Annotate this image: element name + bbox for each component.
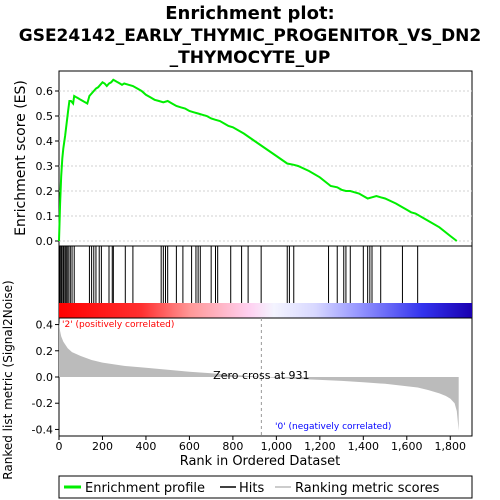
es-y-tick-label: 0.0 — [36, 235, 54, 248]
positive-correlation-label: '2' (positively correlated) — [62, 320, 174, 330]
x-axis-label: Rank in Ordered Dataset — [180, 454, 341, 469]
x-tick-label: 200 — [92, 440, 113, 453]
heat-strip-bar — [59, 303, 472, 318]
legend-metric-label: Ranking metric scores — [295, 481, 440, 496]
hits-panel — [58, 245, 473, 319]
es-y-tick-label: 0.3 — [36, 160, 54, 173]
metric-y-tick-label: -0.2 — [32, 397, 53, 410]
es-y-axis-label: Enrichment score (ES) — [13, 80, 29, 236]
ranking-heat-strip — [59, 303, 472, 318]
metric-y-axis-label: Ranked list metric (Signal2Noise) — [1, 280, 15, 479]
es-y-tick-label: 0.6 — [36, 85, 54, 98]
es-y-ticks: 0.0 0.1 0.2 0.3 0.4 0.5 0.6 — [36, 85, 59, 248]
x-tick-label: 1,200 — [304, 440, 336, 453]
x-tick-label: 1,400 — [348, 440, 380, 453]
plot-title-line2: GSE24142_EARLY_THYMIC_PROGENITOR_VS_DN2 — [19, 26, 482, 46]
es-panel-frame — [58, 70, 473, 247]
x-tick-label: 1,800 — [435, 440, 467, 453]
x-tick-label: 400 — [135, 440, 156, 453]
es-grid — [59, 90, 472, 242]
x-tick-label: 600 — [179, 440, 200, 453]
zero-cross-label: Zero cross at 931 — [213, 369, 309, 382]
metric-y-ticks: 0.4 0.2 0.0 -0.2 -0.4 — [32, 319, 59, 436]
metric-y-tick-label: 0.4 — [36, 319, 54, 332]
legend-frame — [58, 475, 473, 499]
es-y-tick-label: 0.5 — [36, 110, 54, 123]
metric-y-tick-label: -0.4 — [32, 423, 53, 436]
legend: Enrichment profile Hits Ranking metric s… — [58, 475, 473, 499]
metric-area — [59, 321, 459, 431]
x-tick-label: 1,600 — [391, 440, 423, 453]
x-tick-label: 1,000 — [261, 440, 293, 453]
es-y-tick-label: 0.2 — [36, 185, 54, 198]
metric-panel: 0.4 0.2 0.0 -0.2 -0.4 Zero cross at 931 '2' … — [1, 280, 473, 480]
plot-title-line1: Enrichment plot: — [165, 3, 335, 24]
plot-title-line3: _THYMOCYTE_UP — [170, 48, 331, 68]
es-y-tick-label: 0.4 — [36, 135, 54, 148]
es-y-tick-label: 0.1 — [36, 210, 54, 223]
hit-markers — [59, 246, 419, 303]
metric-y-tick-label: 0.0 — [36, 371, 54, 384]
x-tick-label: 0 — [56, 440, 63, 453]
negative-correlation-label: '0' (negatively correlated) — [275, 422, 391, 432]
x-axis-ticks: 0 200 400 600 800 1,000 1,200 1,400 1,600 1,800 — [56, 436, 467, 453]
es-line — [58, 78, 458, 242]
x-tick-label: 800 — [222, 440, 243, 453]
metric-y-tick-label: 0.2 — [36, 345, 54, 358]
legend-es-label: Enrichment profile — [85, 481, 205, 496]
legend-hits-label: Hits — [239, 481, 264, 496]
es-panel: 0.0 0.1 0.2 0.3 0.4 0.5 0.6 Enrichment score (… — [13, 70, 473, 248]
